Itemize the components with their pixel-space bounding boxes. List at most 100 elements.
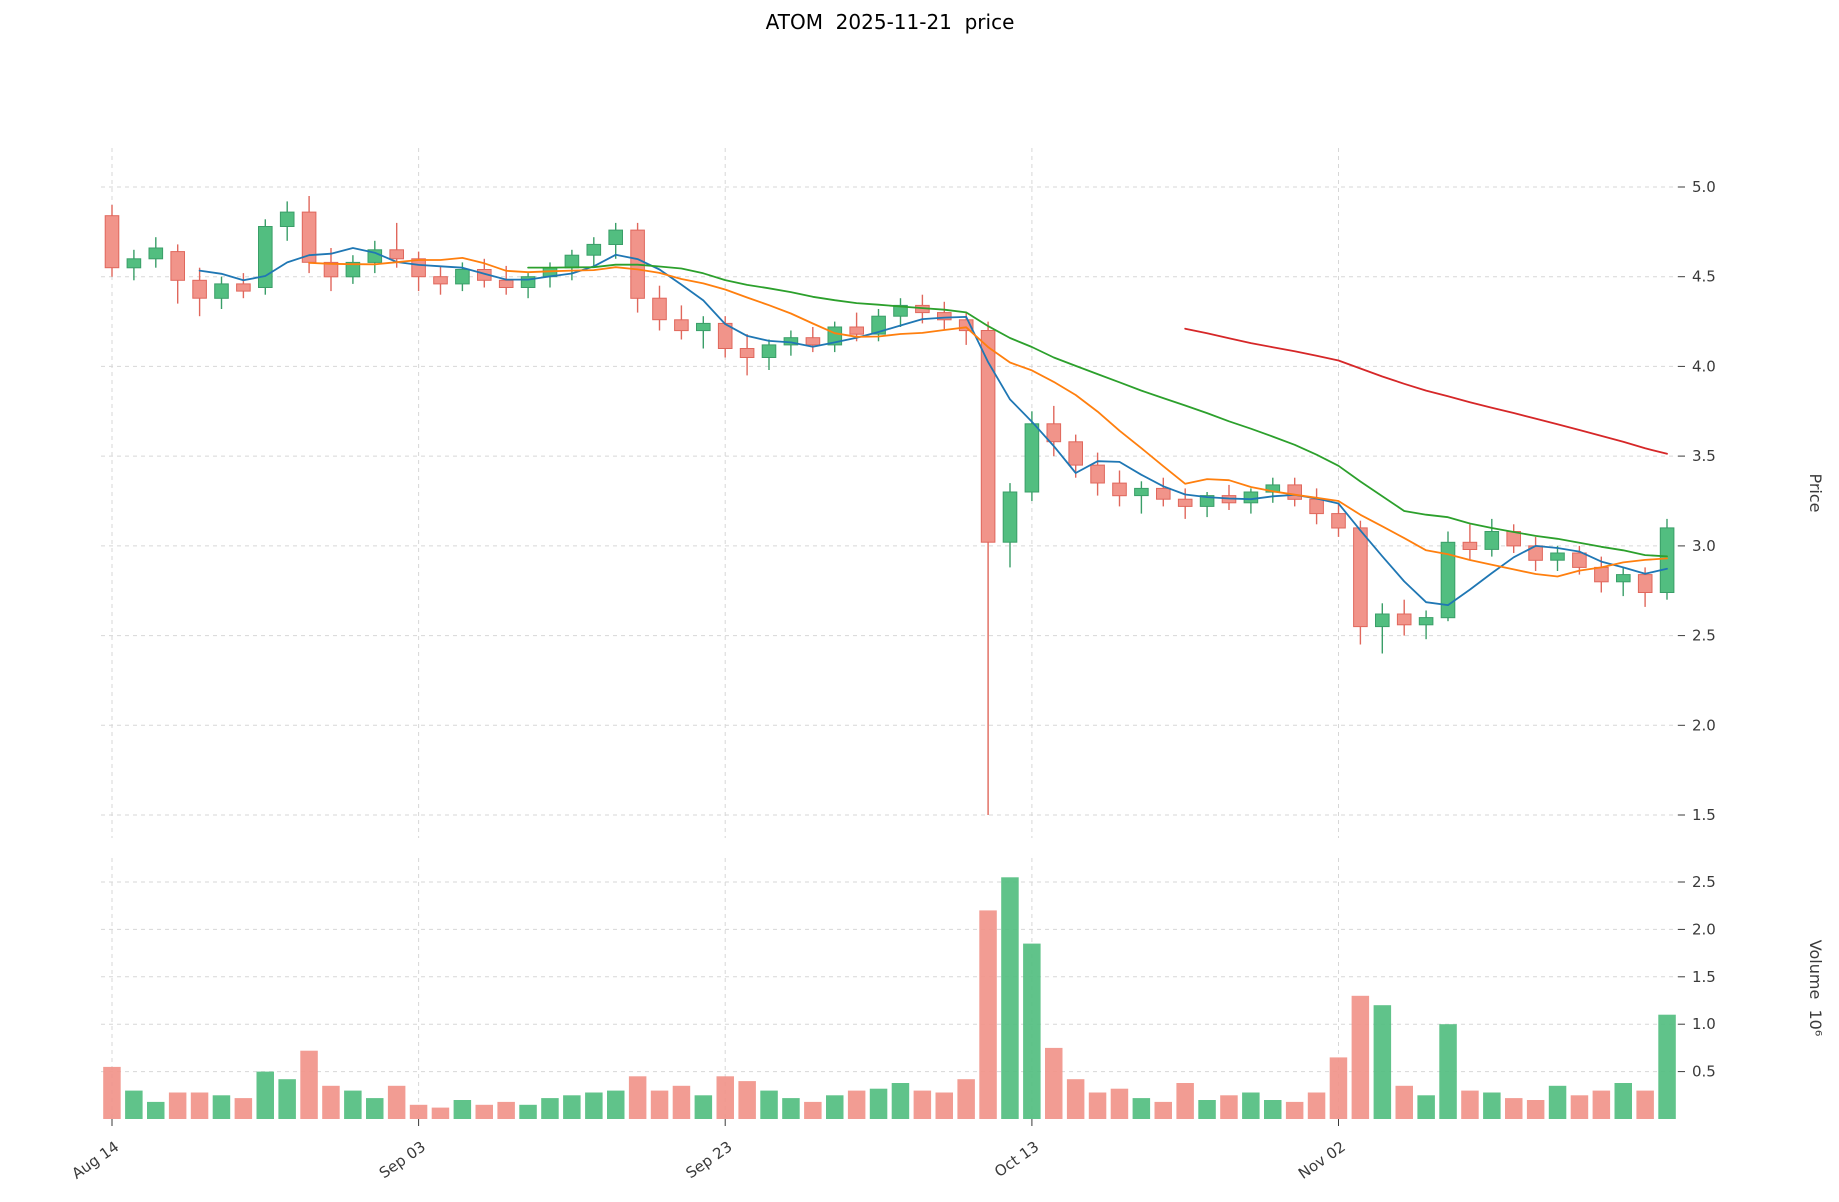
x-tick-label: Oct 13	[991, 1138, 1042, 1181]
volume-tick-label: 1.5	[1692, 968, 1716, 986]
candle-body	[1090, 464, 1105, 484]
candle-body	[1440, 541, 1456, 619]
candle-body	[1199, 495, 1215, 507]
volume-bars	[103, 877, 1676, 1119]
candle	[236, 273, 251, 299]
volume-bar	[387, 1085, 406, 1119]
price-tick-label: 4.0	[1692, 357, 1716, 375]
volume-bar	[1023, 943, 1041, 1119]
volume-bar	[431, 1107, 450, 1119]
volume-bar	[212, 1095, 231, 1119]
volume-bar	[826, 1095, 844, 1119]
candle	[279, 201, 295, 241]
volume-bar	[453, 1100, 472, 1119]
volume-bar	[168, 1092, 187, 1119]
candle	[1046, 405, 1062, 457]
volume-bar	[125, 1090, 143, 1119]
volume-tick-label: 2.5	[1692, 873, 1716, 891]
volume-bar	[366, 1098, 384, 1119]
candle	[192, 267, 207, 317]
candle-body	[608, 229, 624, 246]
candle-body	[433, 276, 448, 285]
candle-body	[652, 297, 667, 321]
candle	[1243, 488, 1259, 514]
candle-body	[1659, 527, 1675, 594]
candle	[893, 298, 908, 327]
volume-bar	[475, 1104, 493, 1119]
volume-tick-label: 2.0	[1692, 920, 1716, 938]
price-tick-label: 2.0	[1692, 716, 1716, 734]
volume-bar	[607, 1090, 625, 1119]
candle-body	[104, 215, 120, 269]
price-tick-label: 3.5	[1692, 447, 1716, 465]
candle-body	[498, 279, 514, 288]
volume-bar	[804, 1101, 822, 1119]
candle-body	[564, 254, 580, 269]
volume-bar	[278, 1079, 296, 1119]
candle	[1396, 599, 1412, 636]
candle	[367, 240, 383, 274]
candle	[827, 321, 843, 353]
volume-bar	[1614, 1083, 1632, 1119]
volume-bar	[1220, 1095, 1238, 1119]
volume-bar	[300, 1050, 318, 1119]
candle	[652, 285, 667, 331]
ma-20-line	[527, 263, 1668, 558]
candle	[1024, 411, 1040, 501]
volume-bar	[344, 1090, 362, 1119]
candle-body	[148, 247, 164, 260]
candle	[258, 219, 273, 295]
volume-bar	[1285, 1101, 1304, 1119]
candle	[389, 222, 404, 268]
candle-body	[323, 261, 339, 278]
price-tick-label: 5.0	[1692, 178, 1716, 196]
volume-bar	[1132, 1098, 1151, 1119]
volume-bar	[891, 1083, 910, 1119]
volume-bar	[1351, 995, 1370, 1119]
volume-bar	[541, 1098, 559, 1119]
candle-body	[1637, 574, 1653, 593]
candle	[170, 244, 185, 304]
candle	[1199, 492, 1215, 518]
candle-body	[1396, 613, 1412, 626]
candle	[805, 327, 821, 353]
volume-bar	[694, 1095, 713, 1119]
candle-body	[1134, 487, 1149, 497]
candle	[717, 316, 733, 358]
candle-body	[258, 226, 273, 288]
candle-body	[696, 322, 711, 332]
volume-bar	[519, 1104, 537, 1119]
x-tick-label: Aug 14	[68, 1138, 122, 1183]
volume-bar	[234, 1098, 253, 1119]
volume-bar	[1592, 1090, 1611, 1119]
volume-bar	[1066, 1079, 1085, 1119]
candle	[696, 316, 711, 349]
price-axis-label: Price	[1806, 473, 1825, 513]
candle-body	[214, 283, 229, 299]
candle	[1134, 481, 1149, 514]
price-tick-label: 1.5	[1692, 806, 1716, 824]
volume-bar	[1636, 1090, 1654, 1119]
candle	[937, 301, 952, 331]
candle-body	[520, 276, 536, 289]
volume-bar	[147, 1101, 165, 1119]
candle-body	[1418, 617, 1434, 626]
volume-bar	[1176, 1083, 1194, 1119]
candle-body	[1331, 513, 1346, 529]
candle	[520, 273, 536, 299]
volume-bar	[869, 1088, 888, 1119]
volume-bar	[1548, 1085, 1567, 1119]
candle-body	[170, 251, 185, 281]
candle	[739, 334, 755, 376]
candle-body	[279, 211, 295, 228]
candle	[1375, 603, 1390, 654]
volume-bar	[1154, 1101, 1172, 1119]
volume-bar	[1417, 1095, 1435, 1119]
candle	[126, 249, 142, 281]
candle-body	[1594, 566, 1609, 583]
candle	[1506, 524, 1522, 553]
candle-body	[389, 249, 404, 260]
candle	[1528, 536, 1543, 571]
candle	[1156, 477, 1171, 507]
